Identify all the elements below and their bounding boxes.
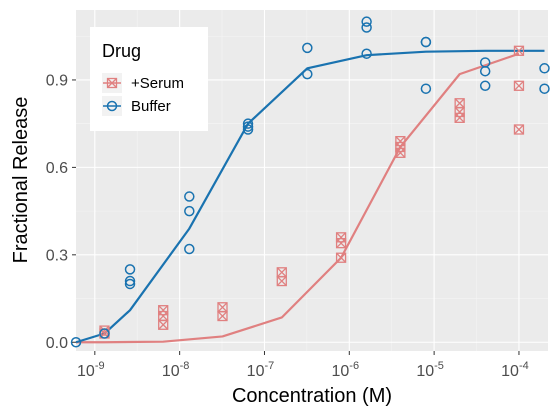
data-point-buffer	[479, 80, 491, 92]
data-point-serum	[99, 325, 110, 336]
legend-label-buffer: Buffer	[131, 98, 171, 115]
data-point-buffer	[99, 328, 110, 339]
data-points	[70, 16, 550, 348]
data-point-buffer	[302, 42, 313, 54]
data-point-buffer	[70, 337, 82, 348]
data-point-serum	[513, 45, 525, 56]
data-point-serum	[513, 80, 525, 91]
legend-title: Drug	[102, 41, 141, 61]
boxed-x-marker-icon	[103, 77, 121, 89]
data-point-buffer	[242, 124, 254, 135]
x-tick-label: 10-5	[416, 360, 444, 380]
data-point-serum	[513, 124, 525, 135]
legend-label-serum: +Serum	[131, 75, 184, 92]
data-point-serum	[217, 310, 228, 322]
data-point-serum	[454, 98, 465, 109]
data-point-buffer	[124, 278, 136, 290]
y-tick-label: 0.3	[46, 247, 68, 264]
data-point-buffer	[184, 243, 195, 255]
data-point-buffer	[184, 191, 195, 202]
data-point-buffer	[361, 22, 372, 33]
y-axis-title: Fractional Release	[10, 97, 32, 264]
x-tick-label: 10-9	[77, 360, 105, 380]
fit-curve-serum	[76, 52, 520, 344]
data-point-buffer	[124, 264, 136, 275]
x-tick-label: 10-7	[247, 360, 275, 380]
data-point-buffer	[184, 205, 195, 217]
x-axis-title: Concentration (M)	[232, 385, 392, 407]
data-point-serum	[395, 136, 406, 147]
x-tick-label: 10-4	[501, 360, 529, 380]
y-tick-label: 0.0	[46, 335, 68, 352]
x-tick-label: 10-8	[162, 360, 190, 380]
data-point-buffer	[361, 16, 372, 27]
circle-marker-icon	[103, 100, 121, 112]
data-point-buffer	[539, 63, 550, 74]
legend: Drug +Serum Buffer	[90, 27, 208, 131]
data-point-serum	[276, 267, 287, 278]
data-point-buffer	[420, 83, 432, 94]
data-point-buffer	[302, 68, 313, 80]
fit-curve-buffer	[75, 49, 545, 344]
data-point-buffer	[420, 36, 432, 48]
data-point-buffer	[361, 48, 372, 59]
data-point-serum	[335, 252, 347, 263]
data-point-serum	[158, 305, 169, 316]
data-point-buffer	[242, 121, 254, 132]
y-tick-label: 0.9	[46, 72, 68, 89]
fit-curves	[75, 49, 545, 344]
x-tick-label: 10-6	[332, 360, 360, 380]
data-point-serum	[217, 302, 228, 313]
y-tick-label: 0.6	[46, 160, 68, 177]
axes: 10-9 10-8 10-7 10-6 10-5 10-4 0.0 0.3 0.6 0.9	[46, 72, 529, 380]
data-point-buffer	[539, 83, 550, 94]
data-point-serum	[335, 232, 347, 243]
data-point-buffer	[242, 118, 254, 129]
data-point-buffer	[124, 275, 136, 287]
data-point-buffer	[479, 57, 491, 68]
